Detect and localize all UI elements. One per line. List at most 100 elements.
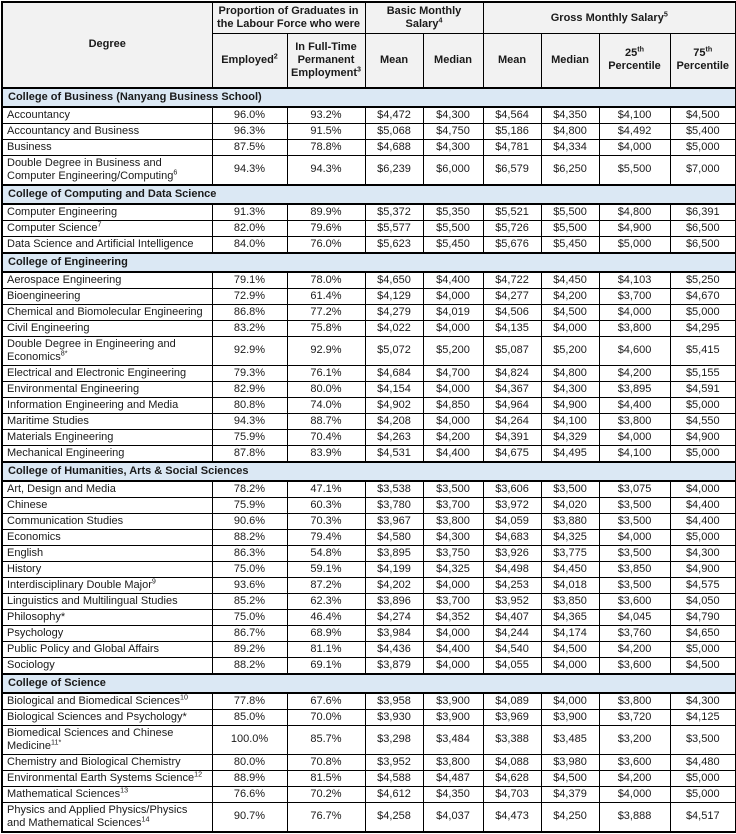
value-cell: 76.1% — [286, 364, 366, 382]
value-cell: 78.8% — [286, 138, 366, 156]
value-cell: 70.8% — [286, 753, 366, 771]
header-group-row: Degree Proportion of Graduates in the La… — [1, 1, 736, 88]
value-cell: $4,000 — [598, 528, 671, 546]
value-cell: $4,200 — [598, 364, 671, 382]
value-cell: $3,800 — [422, 753, 484, 771]
footnote-marker: 4 — [438, 16, 443, 25]
table-row: Chemistry and Biological Chemistry 80.0% 7… — [1, 753, 736, 771]
value-cell: $4,675 — [482, 444, 542, 462]
value-cell: 46.4% — [286, 608, 366, 626]
value-cell: $4,000 — [422, 576, 484, 594]
value-cell: $4,000 — [422, 380, 484, 398]
value-cell: 68.9% — [286, 624, 366, 642]
value-cell: $4,244 — [482, 624, 542, 642]
section-header-row: College of Engineering — [1, 251, 736, 273]
value-cell: $5,623 — [364, 235, 424, 253]
value-cell: $3,760 — [598, 624, 671, 642]
footnote-marker: 10 — [180, 692, 188, 701]
degree-name: Computer Engineering — [1, 203, 213, 221]
degree-name: Business — [1, 138, 213, 156]
value-cell: $4,550 — [669, 412, 736, 430]
value-cell: $4,473 — [482, 801, 542, 832]
value-cell: 62.3% — [286, 592, 366, 610]
value-cell: 75.8% — [286, 319, 366, 337]
value-cell: $5,200 — [540, 335, 600, 366]
value-cell: 96.3% — [211, 122, 288, 140]
value-cell: $4,300 — [422, 528, 484, 546]
value-cell: $4,400 — [422, 444, 484, 462]
degree-name: Biological and Biomedical Sciences10 — [1, 692, 213, 710]
value-cell: $4,495 — [540, 444, 600, 462]
value-cell: $5,726 — [482, 219, 542, 237]
value-cell: $4,450 — [540, 271, 600, 289]
value-cell: $4,400 — [422, 640, 484, 658]
value-cell: $4,900 — [598, 219, 671, 237]
value-cell: $4,200 — [598, 769, 671, 787]
value-cell: $4,350 — [422, 785, 484, 803]
degree-name: Interdisciplinary Double Major9 — [1, 576, 213, 594]
degree-name: Double Degree in Engineering and Economi… — [1, 335, 213, 366]
value-cell: $3,775 — [540, 544, 600, 562]
value-cell: $5,000 — [669, 769, 736, 787]
value-cell: $4,391 — [482, 428, 542, 446]
value-cell: $4,400 — [669, 512, 736, 530]
section-header-row: College of Business (Nanyang Business Sc… — [1, 86, 736, 108]
value-cell: $5,186 — [482, 122, 542, 140]
value-cell: 90.6% — [211, 512, 288, 530]
value-cell: $4,500 — [540, 640, 600, 658]
value-cell: $4,379 — [540, 785, 600, 803]
value-cell: $4,703 — [482, 785, 542, 803]
value-cell: $3,800 — [598, 692, 671, 710]
footnote-marker: 5 — [663, 9, 668, 18]
p75-number: 75 — [693, 47, 706, 60]
section-title: College of Engineering — [1, 251, 736, 273]
value-cell: $3,700 — [422, 592, 484, 610]
value-cell: $6,239 — [364, 154, 424, 185]
degree-name: English — [1, 544, 213, 562]
value-cell: $4,781 — [482, 138, 542, 156]
value-cell: $4,000 — [598, 428, 671, 446]
value-cell: $3,700 — [422, 496, 484, 514]
value-cell: $4,964 — [482, 396, 542, 414]
value-cell: 75.9% — [211, 496, 288, 514]
value-cell: $4,790 — [669, 608, 736, 626]
value-cell: 70.2% — [286, 785, 366, 803]
value-cell: $3,800 — [598, 319, 671, 337]
section-header-row: College of Computing and Data Science — [1, 183, 736, 205]
value-cell: $6,579 — [482, 154, 542, 185]
value-cell: $4,824 — [482, 364, 542, 382]
value-cell: $4,900 — [669, 560, 736, 578]
value-cell: $3,500 — [598, 512, 671, 530]
section-title: College of Humanities, Arts & Social Sci… — [1, 460, 736, 482]
degree-name: History — [1, 560, 213, 578]
footnote-marker: 2 — [273, 52, 278, 61]
footnote-marker: 7 — [97, 219, 102, 228]
degree-name: Data Science and Artificial Intelligence — [1, 235, 213, 253]
degree-name: Economics — [1, 528, 213, 546]
value-cell: 86.8% — [211, 303, 288, 321]
value-cell: $4,498 — [482, 560, 542, 578]
value-cell: $5,000 — [669, 396, 736, 414]
table-row: Linguistics and Multilingual Studies 85.2… — [1, 592, 736, 610]
value-cell: $3,880 — [540, 512, 600, 530]
value-cell: 91.5% — [286, 122, 366, 140]
table-row: Mathematical Sciences13 76.6% 70.2% $4,612 $… — [1, 785, 736, 803]
value-cell: 59.1% — [286, 560, 366, 578]
value-cell: $4,129 — [364, 287, 424, 305]
value-cell: $4,750 — [422, 122, 484, 140]
value-cell: 93.6% — [211, 576, 288, 594]
labour-group-label: Proportion of Graduates in the Labour Fo… — [216, 5, 361, 30]
basic-mean-label: Mean — [379, 53, 409, 66]
degree-name: Public Policy and Global Affairs — [1, 640, 213, 658]
value-cell: 84.0% — [211, 235, 288, 253]
value-cell: $4,200 — [422, 428, 484, 446]
table-row: Biological Sciences and Psychology* 85.0%… — [1, 708, 736, 726]
degree-name: Double Degree in Business and Computer E… — [1, 154, 213, 185]
value-cell: $5,000 — [669, 303, 736, 321]
value-cell: 92.9% — [211, 335, 288, 366]
value-cell: $4,258 — [364, 801, 424, 832]
value-cell: $4,055 — [482, 656, 542, 674]
degree-name: Biological Sciences and Psychology* — [1, 708, 213, 726]
footnote-marker: 8* — [60, 348, 68, 357]
